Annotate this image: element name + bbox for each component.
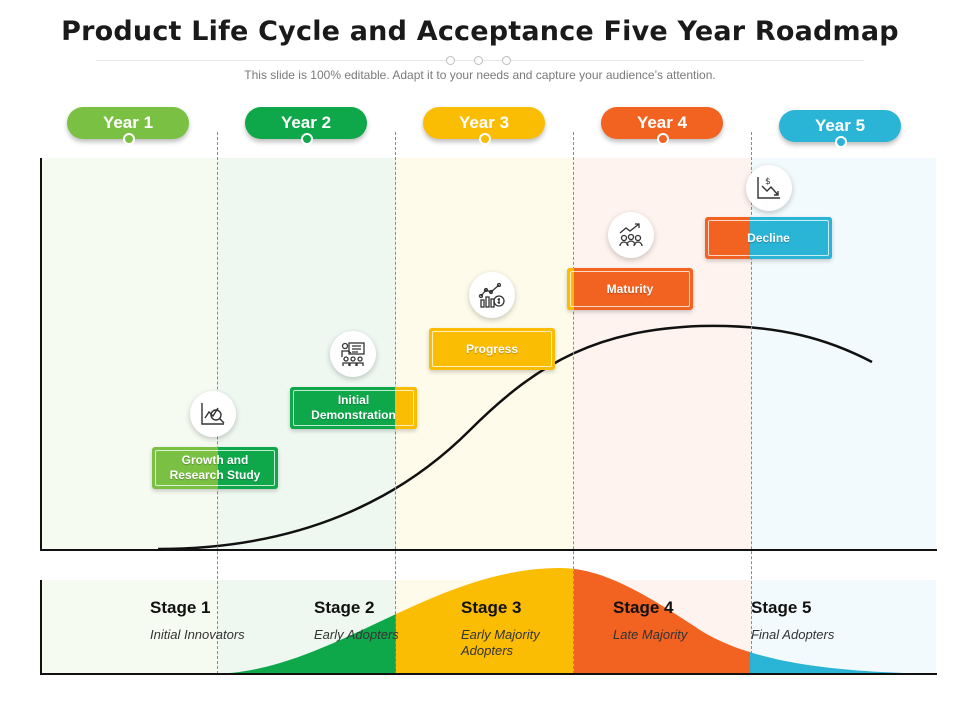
phase-growth-research-label: Growth and Research Study bbox=[169, 453, 261, 482]
year-2-pill: Year 2 bbox=[245, 107, 367, 145]
year-4-marker bbox=[657, 133, 669, 145]
presentation-board-icon bbox=[341, 342, 365, 366]
year-4-label: Year 4 bbox=[636, 113, 688, 132]
magnifier-chart-icon-badge bbox=[190, 391, 236, 437]
year-1-marker bbox=[123, 133, 135, 145]
lower-band-1 bbox=[42, 580, 218, 674]
phase-maturity-label: Maturity bbox=[606, 281, 654, 296]
dollar-decline-icon-badge: $ bbox=[746, 165, 792, 211]
year-2-marker bbox=[301, 133, 313, 145]
year-3-pill: Year 3 bbox=[423, 107, 545, 145]
team-trend-icon bbox=[619, 223, 643, 247]
team-trend-icon-badge bbox=[608, 212, 654, 258]
stage-3-title: Stage 3 bbox=[461, 598, 522, 617]
year-5-label: Year 5 bbox=[814, 116, 866, 135]
year-5-pill: Year 5 bbox=[779, 110, 901, 148]
phase-progress-box: Progress bbox=[429, 328, 555, 370]
phase-initial-demonstration-label: Initial Demonstration bbox=[311, 393, 396, 422]
bell-segment-1 bbox=[210, 568, 218, 674]
phase-maturity-box: Maturity bbox=[567, 268, 693, 310]
stage-2-title: Stage 2 bbox=[314, 598, 375, 617]
subtitle: This slide is 100% editable. Adapt it to… bbox=[244, 68, 716, 82]
stage-4-desc: Late Majority bbox=[613, 627, 688, 642]
stage-1-desc: Initial Innovators bbox=[150, 627, 245, 642]
bell-segment-3 bbox=[396, 568, 574, 674]
growth-gear-icon bbox=[478, 282, 505, 308]
lower-band-5 bbox=[752, 580, 936, 674]
presentation-board-icon-badge bbox=[330, 331, 376, 377]
growth-gear-icon-badge bbox=[469, 272, 515, 318]
phase-decline-box: Decline bbox=[705, 217, 832, 259]
year-4-pill: Year 4 bbox=[601, 107, 723, 145]
stage-2-desc: Early Adopters bbox=[314, 627, 399, 642]
year-3-label: Year 3 bbox=[458, 113, 510, 132]
year-3-marker bbox=[479, 133, 491, 145]
phase-initial-demonstration-box: Initial Demonstration bbox=[290, 387, 417, 429]
upper-x-axis bbox=[40, 549, 937, 551]
phase-progress-label: Progress bbox=[465, 341, 519, 356]
year-2-label: Year 2 bbox=[280, 113, 332, 132]
divider-line-4 bbox=[751, 132, 752, 674]
dollar-decline-icon: $ bbox=[757, 177, 780, 199]
lower-x-axis bbox=[40, 673, 937, 675]
bell-segment-5 bbox=[750, 568, 935, 674]
upper-y-axis bbox=[40, 158, 42, 551]
svg-text:$: $ bbox=[765, 177, 771, 187]
stage-5-title: Stage 5 bbox=[751, 598, 812, 617]
life-cycle-curve bbox=[157, 324, 873, 551]
stage-4-title: Stage 4 bbox=[613, 598, 674, 617]
divider-line-3 bbox=[573, 132, 574, 674]
bell-segment-4 bbox=[574, 568, 750, 674]
stage-5-desc: Final Adopters bbox=[751, 627, 835, 642]
phase-decline-label: Decline bbox=[747, 230, 790, 245]
bell-segment-2 bbox=[218, 568, 396, 674]
stage-3-desc: Early Majority Adopters bbox=[461, 627, 540, 658]
year-1-label: Year 1 bbox=[102, 113, 154, 132]
page-title: Product Life Cycle and Acceptance Five Y… bbox=[61, 16, 899, 47]
year-1-pill: Year 1 bbox=[67, 107, 189, 145]
magnifier-chart-icon bbox=[201, 403, 225, 425]
lower-y-axis bbox=[40, 580, 42, 675]
year-5-marker bbox=[835, 136, 847, 148]
phase-growth-research-box: Growth and Research Study bbox=[152, 447, 278, 489]
decorative-dots bbox=[446, 56, 516, 66]
stage-1-title: Stage 1 bbox=[150, 598, 211, 617]
